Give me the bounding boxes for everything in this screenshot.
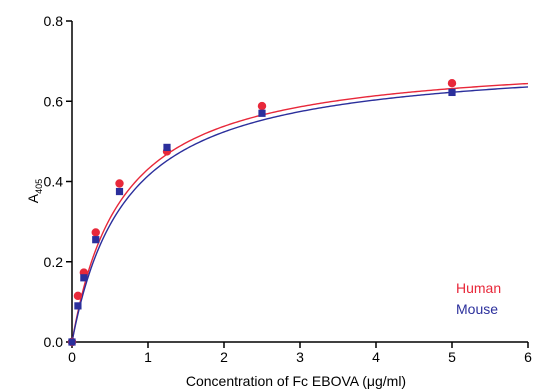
mouse-point-6 (258, 109, 266, 117)
y-tick-label-1: 0.2 (44, 254, 64, 270)
x-tick-label-2: 2 (220, 349, 228, 365)
mouse-point-3 (92, 236, 100, 244)
fit-curve-human (71, 82, 529, 343)
x-tick-label-3: 3 (296, 349, 304, 365)
y-tick-label-3: 0.6 (44, 93, 64, 109)
human-point-1 (73, 291, 83, 301)
legend-mouse: Mouse (456, 301, 498, 317)
y-axis-title-subscript: 405 (34, 179, 44, 194)
x-tick-label-1: 1 (144, 349, 152, 365)
mouse-point-2 (80, 274, 88, 282)
mouse-point-7 (448, 88, 456, 97)
legend-human: Human (456, 280, 501, 296)
mouse-point-5 (163, 143, 171, 151)
y-tick-label-0: 0.0 (44, 334, 64, 350)
x-tick-label-6: 6 (524, 349, 532, 365)
x-tick-label-0: 0 (68, 349, 76, 365)
mouse-point-1 (74, 302, 82, 310)
x-tick-label-5: 5 (448, 349, 456, 365)
human-point-3 (91, 228, 100, 237)
mouse-point-0 (68, 338, 76, 346)
mouse-point-4 (115, 187, 124, 196)
ticks: 0 1 2 3 4 5 6 0.0 0.2 0.4 0.6 0.8 (44, 13, 533, 365)
human-point-4 (115, 179, 124, 188)
human-point-6 (257, 101, 267, 111)
data-points (67, 78, 457, 347)
y-axis-title: A405 (25, 179, 44, 203)
y-tick-label-4: 0.8 (44, 13, 64, 29)
x-axis-title: Concentration of Fc EBOVA (μg/ml) (186, 373, 406, 389)
y-tick-label-2: 0.4 (44, 174, 64, 190)
human-point-7 (447, 78, 457, 88)
x-tick-label-4: 4 (372, 349, 380, 365)
y-axis-title-main: A (25, 193, 41, 203)
